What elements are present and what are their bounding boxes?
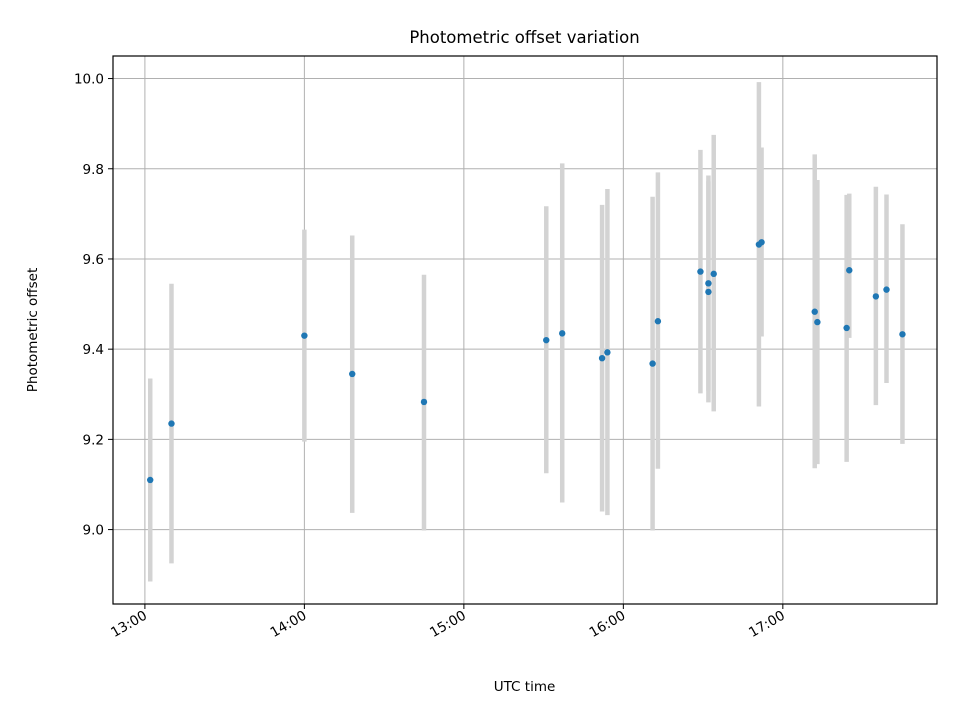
y-tick-label: 9.2 bbox=[83, 432, 104, 448]
data-point bbox=[705, 280, 712, 287]
error-bars bbox=[147, 82, 905, 582]
x-tick-label: 13:00 bbox=[108, 608, 150, 641]
data-point bbox=[697, 268, 704, 275]
data-point bbox=[654, 318, 662, 325]
data-point bbox=[604, 349, 611, 356]
data-point bbox=[846, 267, 853, 274]
data-point bbox=[649, 360, 656, 367]
y-tick-label: 9.8 bbox=[83, 162, 104, 178]
plot-frame bbox=[112, 55, 938, 605]
data-point bbox=[420, 398, 428, 406]
data-point bbox=[814, 318, 821, 326]
data-point bbox=[899, 331, 906, 338]
y-tick-label: 9.0 bbox=[83, 523, 104, 539]
data-point bbox=[598, 354, 606, 362]
x-tick-label: 15:00 bbox=[427, 608, 469, 641]
data-point bbox=[811, 308, 818, 315]
chart-title: Photometric offset variation bbox=[409, 28, 639, 47]
x-axis: 13:00 14:00 15:00 16:00 17:00 bbox=[108, 604, 788, 641]
y-tick-label: 9.4 bbox=[83, 342, 104, 358]
data-point bbox=[168, 420, 175, 427]
data-points bbox=[147, 239, 906, 484]
y-tick-label: 9.6 bbox=[83, 252, 104, 268]
x-axis-label: UTC time bbox=[494, 679, 556, 695]
y-tick-label: 10.0 bbox=[74, 72, 104, 88]
y-axis-label: Photometric offset bbox=[25, 268, 41, 392]
data-point bbox=[349, 370, 356, 378]
y-axis: 9.0 9.2 9.4 9.6 9.8 10.0 bbox=[74, 72, 113, 539]
data-point bbox=[843, 324, 850, 332]
data-point bbox=[559, 330, 566, 337]
data-point bbox=[543, 336, 550, 344]
data-point bbox=[705, 288, 712, 296]
x-tick-label: 14:00 bbox=[268, 608, 310, 641]
data-point bbox=[883, 286, 890, 293]
data-point bbox=[710, 270, 717, 278]
data-point bbox=[758, 239, 765, 246]
grid bbox=[113, 56, 937, 604]
data-point bbox=[872, 293, 880, 300]
x-tick-label: 17:00 bbox=[746, 608, 788, 641]
data-point bbox=[301, 332, 308, 339]
data-point bbox=[147, 476, 154, 484]
x-tick-label: 16:00 bbox=[587, 608, 629, 641]
